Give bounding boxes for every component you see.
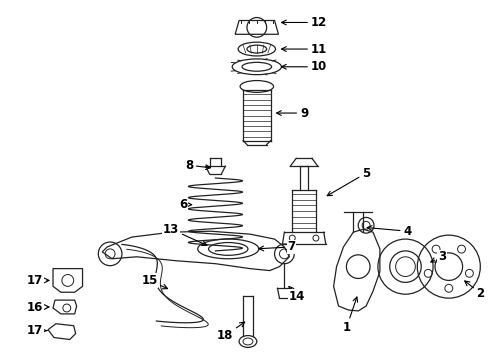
Text: 14: 14 [289,287,305,303]
Text: 4: 4 [367,225,412,238]
Text: 3: 3 [431,250,446,263]
Text: 7: 7 [259,240,295,253]
Text: 2: 2 [465,281,485,300]
Text: 8: 8 [185,159,211,172]
Text: 15: 15 [141,274,168,289]
Text: 10: 10 [282,60,327,73]
Text: 9: 9 [276,107,308,120]
Text: 12: 12 [282,16,327,29]
Text: 16: 16 [27,301,49,314]
Text: 1: 1 [343,297,358,334]
Text: 6: 6 [179,198,192,211]
Text: 18: 18 [217,322,245,342]
Text: 11: 11 [282,42,327,55]
Text: 5: 5 [327,167,370,196]
Text: 17: 17 [27,274,49,287]
Text: 13: 13 [163,223,207,246]
Text: 17: 17 [27,324,47,337]
